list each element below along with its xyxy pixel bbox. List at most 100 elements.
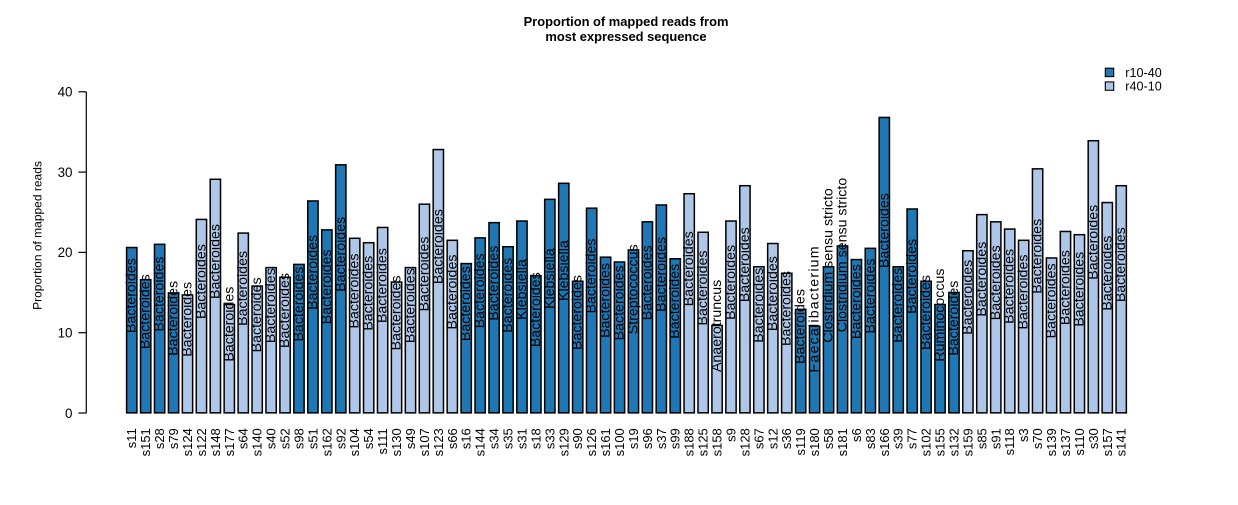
svg-text:Bacteroides: Bacteroides [152,257,168,332]
svg-text:Bacteroides: Bacteroides [500,258,516,333]
svg-text:s49: s49 [403,428,418,449]
svg-text:s166: s166 [877,428,892,456]
svg-text:Bacteroides: Bacteroides [430,209,446,284]
svg-text:s99: s99 [668,428,683,449]
svg-text:Anaerotruncus: Anaerotruncus [709,280,725,372]
svg-text:30: 30 [58,165,73,180]
svg-text:Bacteroides: Bacteroides [612,265,628,340]
svg-text:s177: s177 [222,428,237,456]
svg-text:Bacteroides: Bacteroides [765,256,781,331]
svg-text:s91: s91 [988,428,1003,449]
svg-text:Streptococcus: Streptococcus [625,244,641,334]
svg-text:Bacteroides: Bacteroides [793,289,809,364]
svg-text:40: 40 [58,85,73,100]
svg-text:Bacteroides: Bacteroides [458,266,474,341]
svg-text:Bacteroides: Bacteroides [472,253,488,328]
svg-text:Bacteroides: Bacteroides [1113,227,1129,302]
svg-text:s85: s85 [974,428,989,449]
svg-text:most expressed sequence: most expressed sequence [545,29,706,44]
svg-text:s129: s129 [556,428,571,456]
svg-text:s58: s58 [821,428,836,449]
svg-text:s83: s83 [863,428,878,449]
svg-text:s70: s70 [1030,428,1045,449]
svg-text:s37: s37 [654,428,669,449]
svg-text:20: 20 [58,245,73,260]
svg-text:Ruminococcus: Ruminococcus [932,269,948,362]
svg-text:s128: s128 [737,428,752,456]
svg-text:s11: s11 [124,428,139,448]
svg-text:Bacteroides: Bacteroides [723,245,739,320]
svg-text:Bacteroides: Bacteroides [389,275,405,350]
svg-text:s132: s132 [946,428,961,456]
svg-text:s79: s79 [166,428,181,449]
svg-text:s181: s181 [835,428,850,456]
svg-text:s6: s6 [849,428,864,442]
svg-text:Bacteroides: Bacteroides [193,244,209,319]
svg-text:Bacteroides: Bacteroides [402,268,418,343]
svg-text:s126: s126 [584,428,599,456]
svg-text:Bacteroides: Bacteroides [974,242,990,317]
svg-text:s52: s52 [278,428,293,449]
svg-text:Bacteroides: Bacteroides [598,263,614,338]
svg-text:s16: s16 [459,428,474,449]
svg-text:s100: s100 [612,428,627,456]
svg-text:0: 0 [65,406,72,421]
svg-text:s102: s102 [919,428,934,456]
svg-text:s30: s30 [1086,428,1101,449]
svg-text:s162: s162 [319,428,334,456]
svg-text:s111: s111 [375,428,390,454]
svg-text:s144: s144 [473,428,488,456]
svg-text:s188: s188 [682,428,697,456]
svg-text:s9: s9 [724,428,739,442]
svg-text:s40: s40 [264,428,279,449]
svg-text:s151: s151 [138,428,153,456]
svg-text:Bacteroides: Bacteroides [166,281,182,356]
svg-text:s123: s123 [431,428,446,456]
svg-text:s64: s64 [236,428,251,449]
svg-text:s140: s140 [250,428,265,456]
svg-text:Bacteroides: Bacteroides [1030,219,1046,294]
svg-text:Faecalibacterium: Faecalibacterium [807,245,823,372]
svg-text:Bacteroides: Bacteroides [681,231,697,306]
svg-text:s90: s90 [570,428,585,449]
svg-text:Bacteroides: Bacteroides [444,255,460,330]
svg-text:s122: s122 [194,428,209,456]
svg-text:s98: s98 [291,428,306,449]
svg-text:Bacteroides: Bacteroides [918,275,934,350]
svg-text:Bacteroides: Bacteroides [179,282,195,357]
svg-text:Bacteroides: Bacteroides [1071,252,1087,327]
svg-text:s67: s67 [751,428,766,449]
svg-text:Klebsiella: Klebsiella [514,259,530,320]
svg-text:10: 10 [58,326,73,341]
svg-text:s137: s137 [1058,428,1073,456]
svg-text:Bacteroides: Bacteroides [695,251,711,326]
svg-text:Bacteroides: Bacteroides [347,254,363,329]
svg-text:Bacteroides: Bacteroides [751,268,767,343]
svg-text:Bacteroides: Bacteroides [737,227,753,302]
svg-text:s119: s119 [793,428,808,455]
svg-text:Bacteroides: Bacteroides [570,275,586,350]
svg-text:Bacteroides: Bacteroides [416,236,432,311]
svg-text:s158: s158 [710,428,725,456]
svg-text:s28: s28 [152,428,167,449]
svg-text:Klebsiella: Klebsiella [556,240,572,301]
svg-text:s34: s34 [487,428,502,449]
svg-text:Klebsiella: Klebsiella [542,248,558,309]
svg-text:Bacteroides: Bacteroides [1057,250,1073,325]
svg-text:Bacteroides: Bacteroides [528,272,544,347]
svg-text:s18: s18 [528,428,543,449]
svg-text:Bacteroides: Bacteroides [848,264,864,339]
svg-text:Bacteroides: Bacteroides [319,249,335,324]
svg-text:Bacteroides: Bacteroides [584,238,600,313]
svg-text:s12: s12 [765,428,780,449]
svg-text:Bacteroides: Bacteroides [1099,236,1115,311]
svg-text:Bacteroides: Bacteroides [862,259,878,334]
svg-text:s139: s139 [1044,428,1059,456]
svg-text:Clostridium sensu stricto: Clostridium sensu stricto [834,178,850,333]
svg-text:s31: s31 [514,428,529,449]
svg-text:s125: s125 [696,428,711,456]
svg-text:s96: s96 [640,428,655,449]
svg-text:s118: s118 [1002,428,1017,455]
svg-text:Bacteroides: Bacteroides [333,217,349,292]
svg-text:Bacteroides: Bacteroides [946,281,962,356]
